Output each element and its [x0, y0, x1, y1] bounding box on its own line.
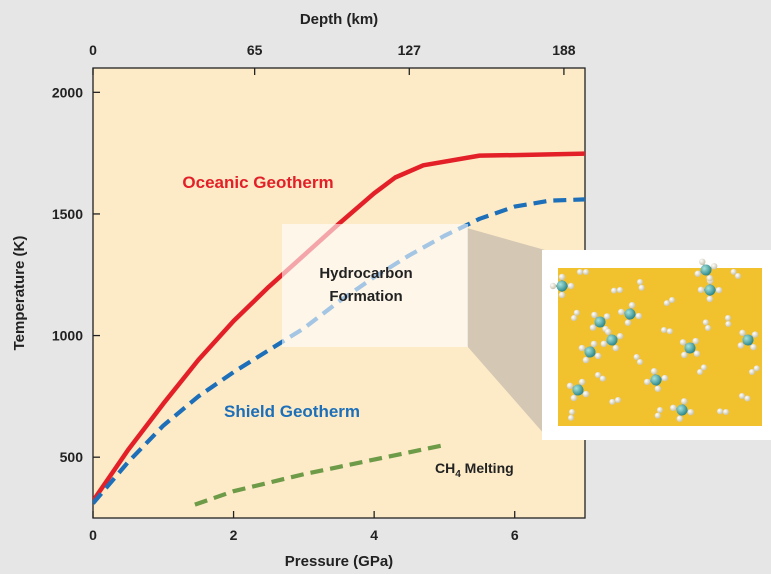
shield-geotherm-label: Shield Geotherm [224, 402, 360, 421]
hydrogen-pair [637, 279, 645, 291]
y-axis-title: Temperature (K) [11, 236, 28, 351]
hydrogen-pair [633, 354, 643, 365]
molecule [737, 329, 759, 351]
top-tick-label: 0 [89, 42, 97, 58]
top-tick-label: 188 [552, 42, 576, 58]
zoom-wedge [467, 228, 545, 435]
hydrogen-pair [609, 397, 621, 405]
hydrogen-pair [663, 297, 675, 307]
hydrogen-pair [568, 409, 575, 421]
x-tick-label: 6 [511, 527, 519, 543]
molecule [694, 258, 718, 282]
hydrocarbon-formation-box [282, 224, 468, 347]
hydrogen-pair [571, 309, 580, 321]
molecule [549, 273, 575, 299]
ch4-melting-label-subscript: 4 [455, 469, 461, 480]
ch4-melting-label: CH4 Melting [435, 460, 514, 480]
hydrogen-pair [595, 372, 606, 382]
molecule [644, 368, 668, 392]
y-tick-label: 1500 [52, 206, 83, 222]
hydrogen-pair [730, 268, 741, 279]
hydrogen-pair [577, 269, 589, 275]
ch4-melting-line [194, 442, 445, 507]
hydrogen-pair [749, 365, 760, 375]
hydrogen-pair [725, 315, 732, 327]
top-tick-label: 127 [398, 42, 422, 58]
x-axis-title: Pressure (GPa) [285, 553, 393, 570]
molecule [670, 398, 694, 422]
x-tick-label: 0 [89, 527, 97, 543]
molecule [578, 340, 602, 364]
ch4-melting-label-rest: Melting [461, 460, 514, 476]
hydrogen-pair [717, 408, 729, 415]
molecule [697, 277, 723, 303]
hydrogen-pair [739, 393, 751, 402]
hydrogen-pair [702, 319, 711, 331]
y-tick-label: 500 [60, 449, 84, 465]
x-tick-label: 4 [370, 527, 378, 543]
hydrogen-pair [661, 327, 673, 335]
molecule-inset [542, 250, 771, 440]
hydrogen-pair [697, 364, 707, 375]
hydrogen-pair [654, 407, 663, 419]
y-tick-label: 1000 [52, 328, 83, 344]
annotation-line1: Hydrocarbon [319, 265, 412, 282]
x-tick-label: 2 [230, 527, 238, 543]
molecule [618, 302, 642, 326]
y-tick-label: 2000 [52, 84, 83, 100]
annotation-line2: Formation [329, 288, 402, 305]
molecule [679, 337, 701, 359]
oceanic-geotherm-line [93, 151, 585, 503]
molecule [600, 328, 624, 352]
hydrogen-pair [611, 287, 623, 294]
molecule [566, 378, 590, 402]
ch4-melting-label-main: CH [435, 460, 455, 476]
top-axis-title: Depth (km) [300, 11, 378, 28]
oceanic-geotherm-label: Oceanic Geotherm [182, 173, 333, 192]
top-tick-label: 65 [247, 42, 263, 58]
